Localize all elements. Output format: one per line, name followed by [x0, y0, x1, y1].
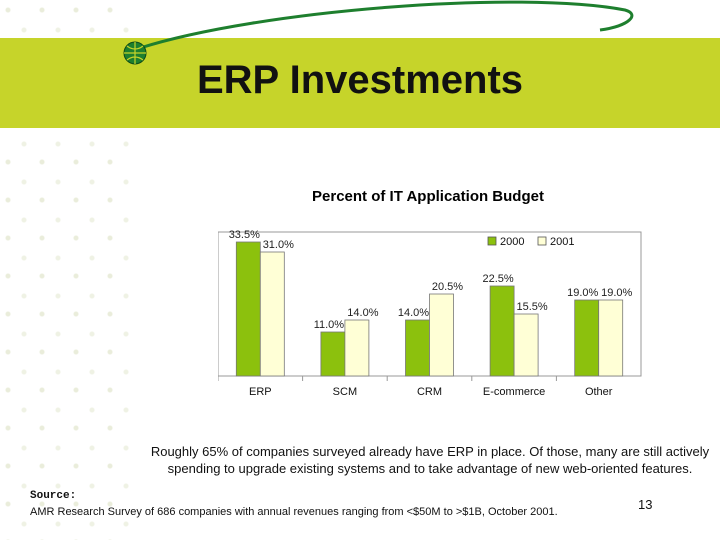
bar-2001-erp: [259, 251, 285, 377]
category-label-erp: ERP: [249, 386, 272, 398]
data-label-2000-crm: 14.0%: [398, 307, 429, 319]
data-label-2001-erp: 31.0%: [263, 239, 294, 251]
legend-swatch-2001: [537, 236, 547, 246]
legend-label-2001: 2001: [550, 236, 574, 248]
summary-note: Roughly 65% of companies surveyed alread…: [150, 444, 710, 476]
source-label: Source:: [30, 490, 77, 502]
bar-2000-crm: [405, 319, 430, 377]
title-band: [0, 38, 720, 128]
bar-2001-crm: [429, 293, 454, 377]
bar-2001-other: [598, 299, 624, 377]
data-label-2001-other: 19.0%: [601, 287, 632, 299]
bar-2001-scm: [344, 319, 370, 377]
category-label-crm: CRM: [417, 386, 442, 398]
legend-label-2000: 2000: [500, 236, 524, 248]
bar-chart: 33.5%31.0%ERP11.0%14.0%SCM14.0%20.5%CRM2…: [218, 229, 642, 398]
globe-icon: [123, 41, 147, 65]
bar-2000-erp: [235, 241, 261, 377]
data-label-2000-e-commerce: 22.5%: [482, 273, 513, 285]
bar-2000-e-commerce: [489, 285, 515, 377]
data-label-2000-erp: 33.5%: [229, 229, 260, 241]
bar-2000-scm: [320, 331, 346, 377]
data-label-2001-e-commerce: 15.5%: [516, 301, 547, 313]
bar-2000-other: [574, 299, 600, 377]
data-label-2001-scm: 14.0%: [347, 307, 378, 319]
source-text: AMR Research Survey of 686 companies wit…: [30, 506, 558, 518]
page-number: 13: [638, 497, 653, 512]
slide-title: ERP Investments: [196, 58, 524, 102]
chart-title: Percent of IT Application Budget: [312, 188, 544, 205]
bar-2001-e-commerce: [513, 313, 539, 377]
data-label-2000-other: 19.0%: [567, 287, 598, 299]
legend-swatch-2000: [487, 236, 497, 246]
category-label-other: Other: [585, 386, 613, 398]
category-label-scm: SCM: [333, 386, 357, 398]
data-label-2000-scm: 11.0%: [314, 319, 345, 331]
data-label-2001-crm: 20.5%: [432, 281, 463, 293]
category-label-e-commerce: E-commerce: [483, 386, 545, 398]
decorative-swoosh: [139, 0, 634, 50]
